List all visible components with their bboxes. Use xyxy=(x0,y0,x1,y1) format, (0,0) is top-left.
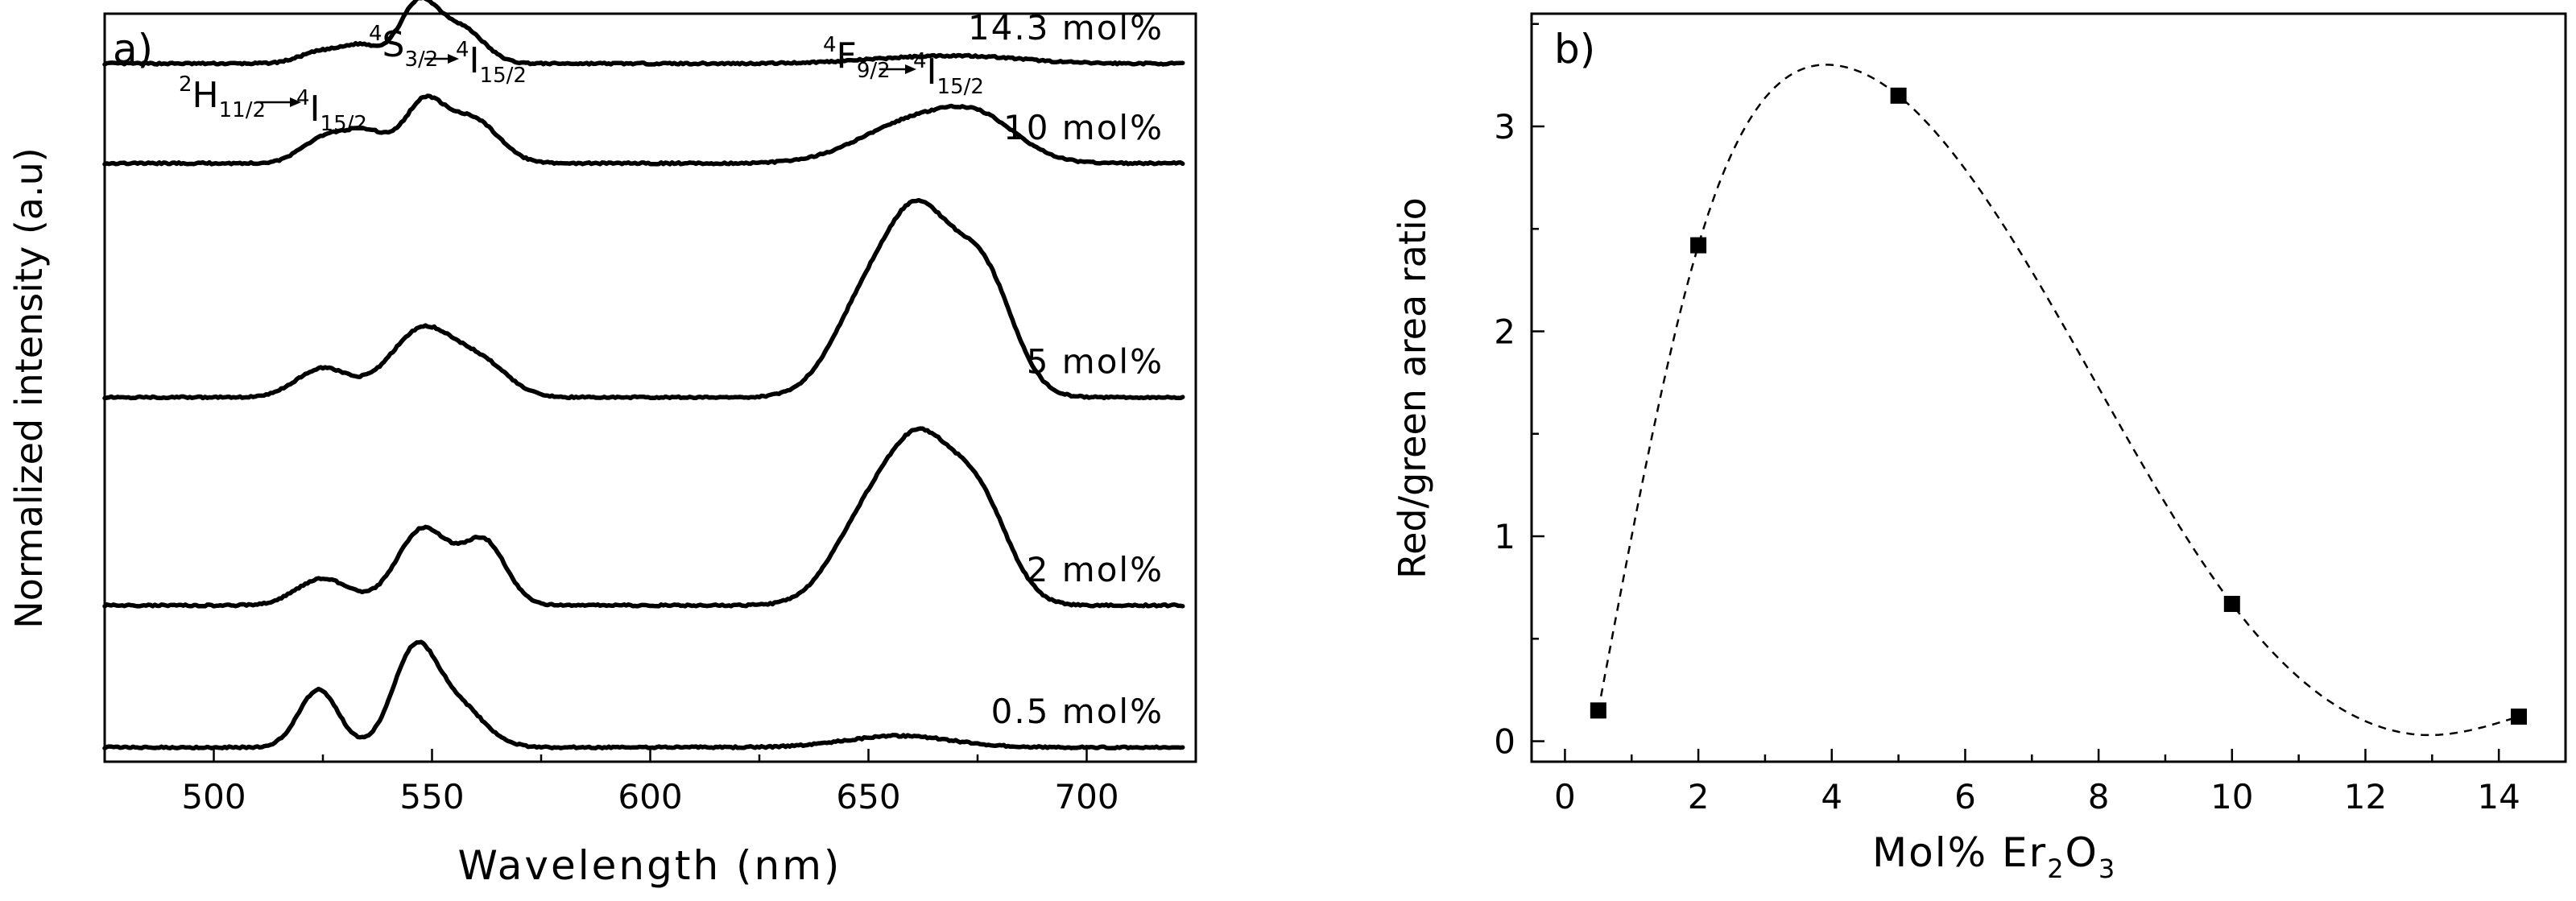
series-label: 10 mol% xyxy=(1003,108,1164,147)
data-point xyxy=(1690,237,1707,254)
series-label: 5 mol% xyxy=(1027,341,1164,381)
series-label: 0.5 mol% xyxy=(991,692,1164,731)
x-tick-label: 12 xyxy=(2344,777,2387,816)
panel-a-spectra: 500 550 600 650 700 14.3 mol% 10 mol% 5 mol% 2 … xyxy=(7,0,1197,889)
svg-text:4I15/2: 4I15/2 xyxy=(456,38,527,88)
x-tick-label: 0 xyxy=(1554,777,1576,816)
panel-b-frame xyxy=(1530,12,2567,763)
spectrum-line xyxy=(102,639,1185,750)
x-tick-label: 8 xyxy=(2088,777,2110,816)
spectrum-line xyxy=(102,0,1185,67)
y-tick-label: 2 xyxy=(1494,312,1515,352)
svg-text:4I15/2: 4I15/2 xyxy=(296,86,367,136)
svg-text:2H11/2: 2H11/2 xyxy=(179,72,266,122)
transition-f92-label: 4F9/2 4I15/2 xyxy=(823,33,984,99)
panel-b-x-ticks: 0 2 4 6 8 10 12 14 xyxy=(1554,749,2520,816)
x-tick-label: 600 xyxy=(618,777,682,816)
series-label: 2 mol% xyxy=(1027,550,1164,589)
x-tick-label: 700 xyxy=(1054,777,1118,816)
y-tick-label: 0 xyxy=(1494,722,1515,762)
x-tick-label: 6 xyxy=(1954,777,1976,816)
spectrum-line xyxy=(102,426,1185,609)
y-tick-label: 1 xyxy=(1494,517,1515,556)
x-tick-label: 500 xyxy=(181,777,246,816)
panel-b-y-ticks: 0 1 2 3 xyxy=(1494,23,1544,762)
panel-a-x-axis-label: Wavelength (nm) xyxy=(458,842,842,889)
panel-a-y-axis-label: Normalized intensity (a.u) xyxy=(7,147,51,628)
transition-s32-label: 4S3/2 4I15/2 xyxy=(369,22,527,88)
panel-a-curves xyxy=(102,0,1185,750)
x-tick-label: 10 xyxy=(2210,777,2253,816)
series-label: 14.3 mol% xyxy=(968,8,1164,48)
x-tick-label: 650 xyxy=(836,777,900,816)
data-point xyxy=(2511,709,2528,725)
x-tick-label: 2 xyxy=(1688,777,1710,816)
svg-text:4I15/2: 4I15/2 xyxy=(913,49,984,99)
panel-a-letter: a) xyxy=(113,26,153,72)
svg-text:4F9/2: 4F9/2 xyxy=(823,33,891,83)
data-points xyxy=(1590,87,2528,725)
panel-a-series-labels: 14.3 mol% 10 mol% 5 mol% 2 mol% 0.5 mol% xyxy=(968,8,1164,731)
spectrum-line xyxy=(102,93,1185,167)
data-point xyxy=(1590,702,1606,719)
panel-b-y-axis-label: Red/green area ratio xyxy=(1391,197,1434,579)
x-tick-label: 550 xyxy=(399,777,464,816)
data-point xyxy=(2223,596,2240,613)
fit-curve xyxy=(1597,64,2516,737)
panel-b-letter: b) xyxy=(1554,26,1595,72)
data-point xyxy=(1890,87,1907,104)
x-tick-label: 14 xyxy=(2477,777,2520,816)
transition-h11-label: 2H11/2 4I15/2 xyxy=(179,72,367,136)
panel-b-x-axis-label: Mol% Er2O3 xyxy=(1872,829,2116,884)
y-tick-label: 3 xyxy=(1494,107,1515,147)
panel-a-x-ticks: 500 550 600 650 700 xyxy=(181,749,1119,816)
spectrum-line xyxy=(102,197,1185,401)
x-tick-label: 4 xyxy=(1821,777,1842,816)
